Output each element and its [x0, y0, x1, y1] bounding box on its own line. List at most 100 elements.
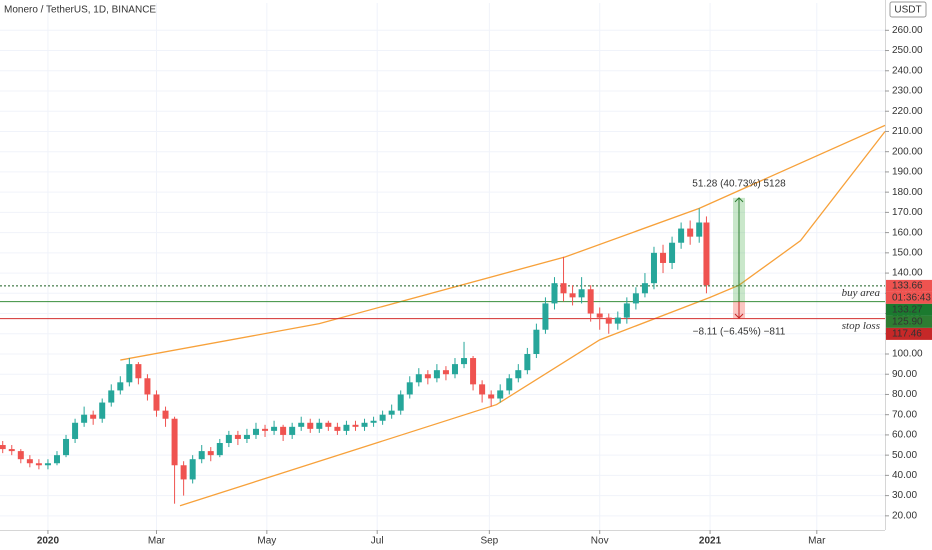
currency[interactable]: USDT: [894, 5, 921, 16]
y-tick-label: 170.00: [892, 207, 923, 218]
candle-body: [243, 434, 250, 439]
candle-body: [280, 426, 287, 435]
candle-body: [479, 384, 486, 395]
candle-body: [614, 317, 621, 324]
stop-arrow-head: [734, 313, 744, 319]
candle-body: [325, 422, 332, 427]
candle-body: [433, 370, 440, 379]
candle-body: [623, 303, 630, 318]
candle-body: [524, 353, 531, 371]
y-tick-label: 30.00: [892, 490, 917, 501]
candle-body: [406, 382, 413, 395]
candle-body: [298, 422, 305, 427]
candle-body: [207, 451, 214, 456]
y-tick-label: 160.00: [892, 227, 923, 238]
candle-body: [252, 428, 259, 435]
candle-body: [632, 293, 639, 304]
price-label: 133.27: [892, 305, 923, 316]
candle-body: [660, 252, 667, 263]
candle-body: [262, 428, 269, 431]
x-tick-label: 2021: [699, 536, 722, 547]
price-label-box: [886, 303, 932, 316]
candle-body: [506, 378, 513, 391]
candle-body: [370, 420, 377, 423]
y-tick-label: 230.00: [892, 86, 923, 97]
candle-body: [144, 378, 151, 395]
y-tick-label: 100.00: [892, 349, 923, 360]
chart-title: Monero / TetherUS, 1D, BINANCE: [4, 5, 156, 16]
candle-body: [388, 410, 395, 415]
channel-line: [179, 131, 886, 507]
y-tick-label: 200.00: [892, 146, 923, 157]
candle-body: [117, 382, 124, 391]
x-tick-label: May: [257, 536, 276, 547]
y-tick-label: 40.00: [892, 470, 917, 481]
y-tick-label: 70.00: [892, 409, 917, 420]
candle-body: [334, 426, 341, 431]
candle-body: [216, 443, 223, 456]
candle-body: [379, 414, 386, 421]
price-label-box: [886, 279, 932, 292]
candle-body: [578, 289, 585, 298]
candle-body: [316, 422, 323, 429]
y-tick-label: 80.00: [892, 389, 917, 400]
y-tick-label: 140.00: [892, 268, 923, 279]
candle-body: [451, 364, 458, 375]
y-tick-label: 210.00: [892, 126, 923, 137]
candle-body: [234, 434, 241, 439]
candle-body: [515, 370, 522, 379]
x-tick-label: Nov: [591, 536, 609, 547]
y-tick-label: 150.00: [892, 247, 923, 258]
y-tick-label: 190.00: [892, 167, 923, 178]
candle-body: [307, 422, 314, 429]
candle-body: [26, 459, 33, 464]
candle-body: [198, 451, 205, 460]
candle-body: [669, 242, 676, 263]
candle-body: [696, 222, 703, 237]
candle-body: [687, 228, 694, 237]
x-tick-label: 2020: [37, 536, 60, 547]
level-label: stop loss: [842, 320, 880, 332]
price-label: 133.66: [892, 281, 923, 292]
candle-body: [703, 222, 710, 286]
channel-line: [120, 124, 886, 361]
candle-body: [587, 289, 594, 314]
candle-body: [488, 394, 495, 399]
price-label-box: [886, 327, 932, 340]
candle-body: [271, 426, 278, 431]
candle-body: [289, 426, 296, 435]
candle-body: [650, 252, 657, 284]
candle-body: [126, 364, 133, 383]
candle-body: [225, 434, 232, 444]
y-tick-label: 90.00: [892, 369, 917, 380]
candle-body: [44, 463, 51, 466]
candle-body: [461, 358, 468, 365]
candle-body: [569, 293, 576, 298]
candle-body: [81, 414, 88, 423]
price-label: 117.46: [892, 329, 922, 340]
candle-body: [470, 358, 477, 385]
y-tick-label: 20.00: [892, 510, 917, 521]
price-label-box: [886, 291, 932, 304]
y-tick-label: 60.00: [892, 430, 917, 441]
target-arrow-head: [734, 197, 744, 203]
stop-label: −8.11 (−6.45%) −811: [693, 327, 786, 338]
y-tick-label: 240.00: [892, 65, 923, 76]
candle-body: [99, 402, 106, 419]
y-tick-label: 50.00: [892, 450, 917, 461]
candle-body: [551, 283, 558, 304]
y-tick-label: 260.00: [892, 25, 923, 36]
price-label-box: [886, 315, 932, 328]
price-label: 125.90: [892, 317, 923, 328]
grid: [0, 3, 885, 530]
candle-body: [641, 283, 648, 294]
candle-body: [171, 418, 178, 466]
candle-body: [17, 451, 24, 460]
candle-body: [424, 374, 431, 379]
currency-box[interactable]: [889, 1, 927, 18]
candle-body: [180, 465, 187, 480]
candle-body: [397, 394, 404, 411]
candle-body: [35, 463, 42, 466]
price-label: 01:36:43: [892, 293, 931, 304]
